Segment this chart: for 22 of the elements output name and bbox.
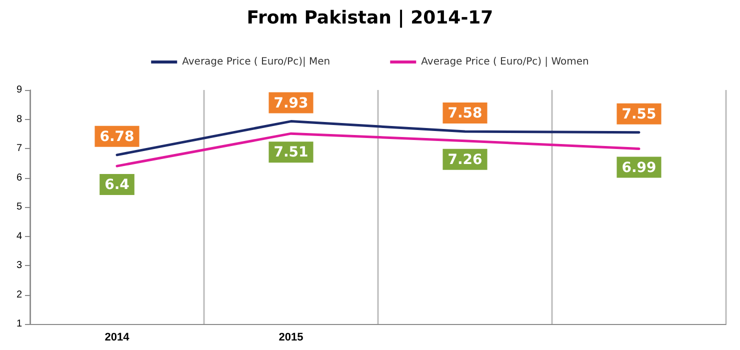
y-tick-label: 8 (16, 114, 22, 125)
y-tick-label: 9 (16, 84, 22, 96)
data-label: 7.93 (274, 95, 308, 112)
y-tick-label: 5 (16, 202, 22, 212)
y-tick-label: 1 (16, 318, 22, 330)
data-label: 6.4 (104, 177, 130, 194)
data-label: 7.58 (448, 106, 482, 122)
legend-label: Average Price ( Euro/Pc)| Men (182, 56, 330, 68)
legend-label: Average Price ( Euro/Pc) | Women (421, 56, 589, 68)
x-tick-label: 2014 (104, 332, 130, 344)
y-tick-label: 3 (16, 260, 22, 271)
y-tick-label: 2 (16, 289, 22, 300)
data-label: 7.26 (448, 152, 482, 168)
y-tick-label: 7 (16, 143, 22, 154)
data-label: 7.55 (622, 106, 656, 122)
chart-title: From Pakistan | 2014-17 (246, 8, 494, 28)
data-label: 6.99 (622, 160, 656, 176)
y-tick-label: 4 (16, 230, 22, 242)
data-label: 6.78 (100, 128, 134, 145)
y-tick-label: 6 (16, 172, 22, 184)
x-tick-label: 2015 (278, 332, 304, 344)
data-label: 7.51 (274, 144, 308, 161)
